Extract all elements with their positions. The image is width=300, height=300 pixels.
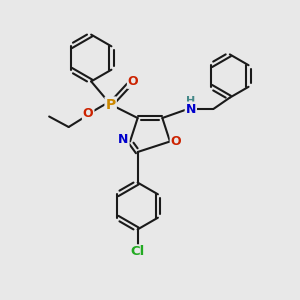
Text: Cl: Cl [130,245,145,258]
Text: N: N [186,103,196,116]
Text: N: N [118,134,129,146]
Text: O: O [83,107,94,120]
Text: O: O [171,135,181,148]
Text: O: O [128,75,139,88]
Text: P: P [106,98,116,112]
Text: H: H [186,96,196,106]
